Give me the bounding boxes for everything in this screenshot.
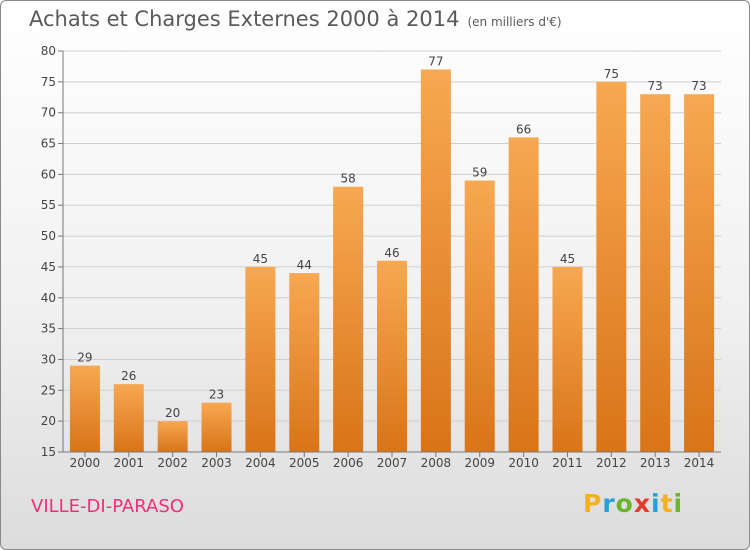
logo-letter: x <box>633 489 651 518</box>
logo-letter: i <box>651 489 661 518</box>
data-label: 46 <box>384 246 399 260</box>
x-tick-label: 2012 <box>596 456 627 470</box>
chart-title-text: Achats et Charges Externes 2000 à 2014 <box>29 7 460 31</box>
bar <box>289 273 320 452</box>
x-tick-label: 2007 <box>377 456 408 470</box>
bar <box>640 94 671 452</box>
bar <box>508 137 539 452</box>
x-tick-label: 2011 <box>552 456 583 470</box>
chart-title: Achats et Charges Externes 2000 à 2014 (e… <box>29 7 562 31</box>
bar <box>157 421 188 452</box>
data-label: 45 <box>253 252 268 266</box>
data-label: 20 <box>165 406 180 420</box>
data-label: 44 <box>297 258 312 272</box>
logo-letter: r <box>602 489 616 518</box>
data-label: 58 <box>340 172 355 186</box>
x-tick-label: 2010 <box>508 456 539 470</box>
logo-letter: t <box>660 489 674 518</box>
data-label: 75 <box>604 67 619 81</box>
logo-letter: i <box>673 489 684 518</box>
y-tick-label: 70 <box>41 106 56 120</box>
bar <box>69 365 100 452</box>
x-tick-label: 2001 <box>114 456 145 470</box>
data-label: 66 <box>516 122 531 136</box>
axes: 15 20 25 30 35 40 45 50 55 60 65 70 75 80 2000 2001 2002… <box>41 44 721 470</box>
x-tick-label: 2013 <box>640 456 671 470</box>
bar <box>420 69 451 452</box>
place-name: VILLE-DI-PARASO <box>31 496 184 517</box>
bar <box>684 94 715 452</box>
bar <box>464 180 495 453</box>
y-tick-label: 80 <box>41 44 56 58</box>
data-label: 59 <box>472 166 487 180</box>
y-tick-label: 75 <box>41 75 56 89</box>
x-tick-label: 2006 <box>333 456 364 470</box>
y-tick-label: 35 <box>41 322 56 336</box>
y-tick-label: 25 <box>41 383 56 397</box>
data-label: 73 <box>648 79 663 93</box>
logo-letter: P <box>583 489 603 518</box>
x-tick-label: 2014 <box>684 456 715 470</box>
bar <box>596 81 627 452</box>
y-tick-label: 50 <box>41 229 56 243</box>
y-tick-label: 60 <box>41 167 56 181</box>
bar <box>201 402 232 452</box>
x-tick-label: 2003 <box>201 456 232 470</box>
chart-subtitle: (en milliers d'€) <box>467 15 562 29</box>
data-label: 26 <box>121 369 136 383</box>
bar <box>113 384 144 452</box>
y-tick-label: 55 <box>41 198 56 212</box>
bars: 29 26 20 23 45 44 58 46 77 59 66 45 75 73 73 <box>69 55 715 453</box>
y-tick-label: 65 <box>41 137 56 151</box>
x-tick-label: 2009 <box>464 456 495 470</box>
x-tick-label: 2002 <box>157 456 188 470</box>
y-tick-label: 15 <box>41 445 56 459</box>
x-tick-label: 2000 <box>70 456 101 470</box>
data-label: 29 <box>77 351 92 365</box>
x-tick-label: 2008 <box>421 456 452 470</box>
logo-letter: o <box>615 489 634 518</box>
x-tick-label: 2005 <box>289 456 320 470</box>
x-tick-label: 2004 <box>245 456 276 470</box>
y-tick-label: 45 <box>41 260 56 274</box>
data-label: 23 <box>209 388 224 402</box>
y-tick-label: 40 <box>41 291 56 305</box>
proxiti-logo: Proxiti <box>583 489 683 518</box>
y-tick-label: 30 <box>41 352 56 366</box>
bar <box>377 260 407 452</box>
data-label: 77 <box>428 55 443 69</box>
bar <box>245 266 276 452</box>
bar <box>333 186 364 452</box>
data-label: 45 <box>560 252 575 266</box>
y-tick-label: 20 <box>41 414 56 428</box>
data-label: 73 <box>691 79 706 93</box>
bar <box>552 266 583 452</box>
